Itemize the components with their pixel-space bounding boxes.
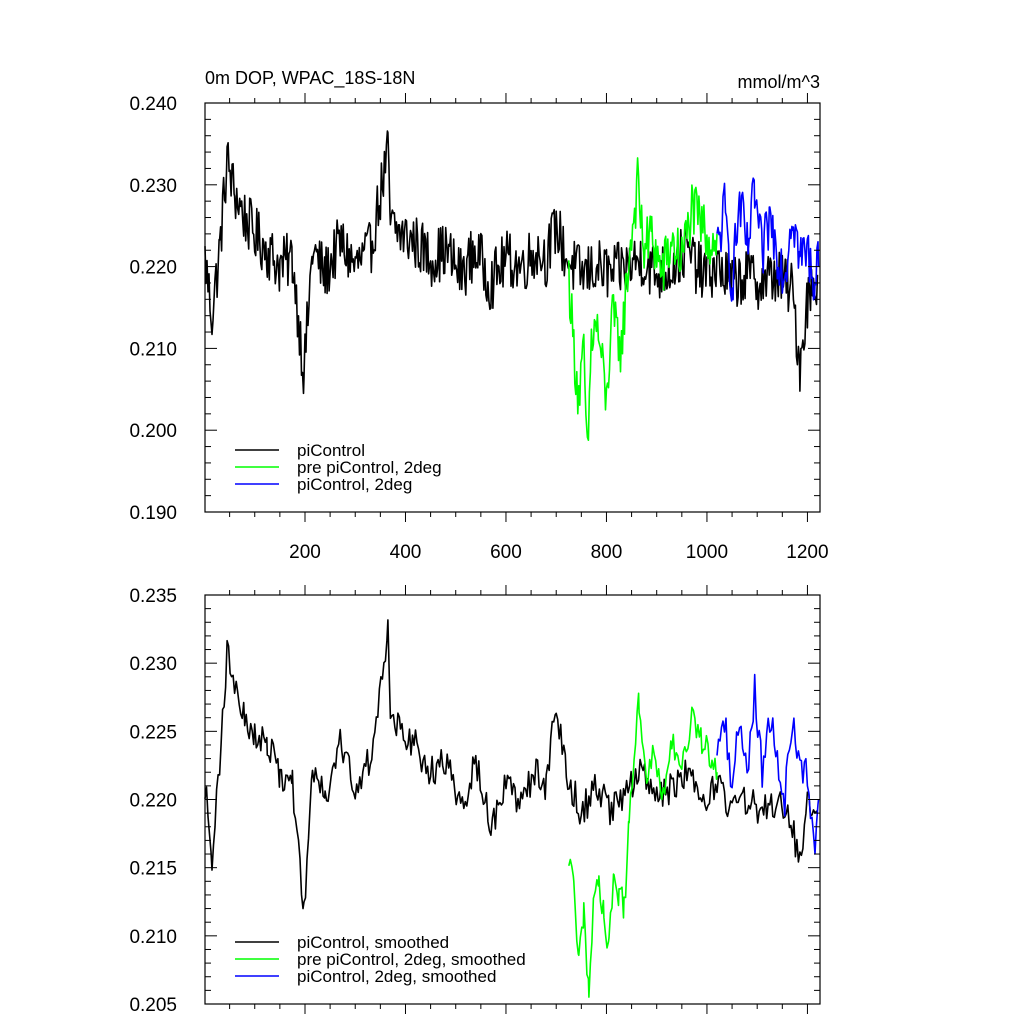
top-series-line-2 bbox=[568, 157, 718, 441]
top-x-tick-label: 600 bbox=[490, 542, 522, 563]
bottom-y-tick-label: 0.210 bbox=[129, 927, 177, 948]
top-y-tick-label: 0.190 bbox=[129, 503, 177, 524]
top-panel: 0.190 0.200 0.210 0.220 0.230 0.240 200 400 600 8… bbox=[129, 93, 829, 563]
bottom-series-line-2 bbox=[568, 692, 718, 998]
top-legend-label-1: piControl bbox=[297, 441, 365, 460]
top-x-tick-label: 1200 bbox=[786, 542, 828, 563]
top-x-tick-label: 200 bbox=[289, 542, 321, 563]
bottom-y-tick-label: 0.230 bbox=[129, 654, 177, 675]
top-legend-label-2: pre piControl, 2deg bbox=[297, 458, 442, 477]
top-x-tick-label: 800 bbox=[591, 542, 623, 563]
top-x-tick-label: 1000 bbox=[686, 542, 728, 563]
top-x-tick-label: 400 bbox=[390, 542, 422, 563]
top-y-tick-label: 0.230 bbox=[129, 176, 177, 197]
bottom-panel: 0.205 0.210 0.215 0.220 0.225 0.230 0.235 piCo… bbox=[129, 585, 821, 1016]
bottom-series-layer bbox=[204, 619, 820, 998]
bottom-y-tick-label: 0.220 bbox=[129, 791, 177, 812]
bottom-series-line-1 bbox=[204, 619, 819, 910]
bottom-y-tick-label: 0.225 bbox=[129, 722, 177, 743]
bottom-legend-label-2: pre piControl, 2deg, smoothed bbox=[297, 950, 526, 969]
bottom-legend-label-1: piControl, smoothed bbox=[297, 933, 449, 952]
bottom-legend-label-3: piControl, 2deg, smoothed bbox=[297, 967, 496, 986]
top-y-tick-label: 0.220 bbox=[129, 258, 177, 279]
top-series-layer bbox=[204, 130, 820, 441]
bottom-ticks-layer: 0.205 0.210 0.215 0.220 0.225 0.230 0.235 bbox=[129, 585, 820, 1016]
bottom-plot-frame bbox=[204, 594, 821, 1005]
top-legend-label-3: piControl, 2deg bbox=[297, 475, 412, 494]
bottom-y-tick-label: 0.205 bbox=[129, 995, 177, 1016]
bottom-y-tick-label: 0.235 bbox=[129, 586, 177, 607]
top-ticks-layer: 0.190 0.200 0.210 0.220 0.230 0.240 200 400 600 8… bbox=[129, 93, 829, 563]
top-series-line-3 bbox=[716, 177, 820, 302]
chart-title: 0m DOP, WPAC_18S-18N bbox=[205, 68, 415, 89]
bottom-series-line-3 bbox=[716, 673, 820, 855]
top-y-tick-label: 0.200 bbox=[129, 421, 177, 442]
bottom-y-tick-label: 0.215 bbox=[129, 859, 177, 880]
top-series-line-1 bbox=[204, 130, 819, 395]
top-y-tick-label: 0.240 bbox=[129, 94, 177, 115]
top-plot-frame bbox=[204, 102, 821, 513]
units-label: mmol/m^3 bbox=[738, 72, 820, 92]
top-y-tick-label: 0.210 bbox=[129, 339, 177, 360]
